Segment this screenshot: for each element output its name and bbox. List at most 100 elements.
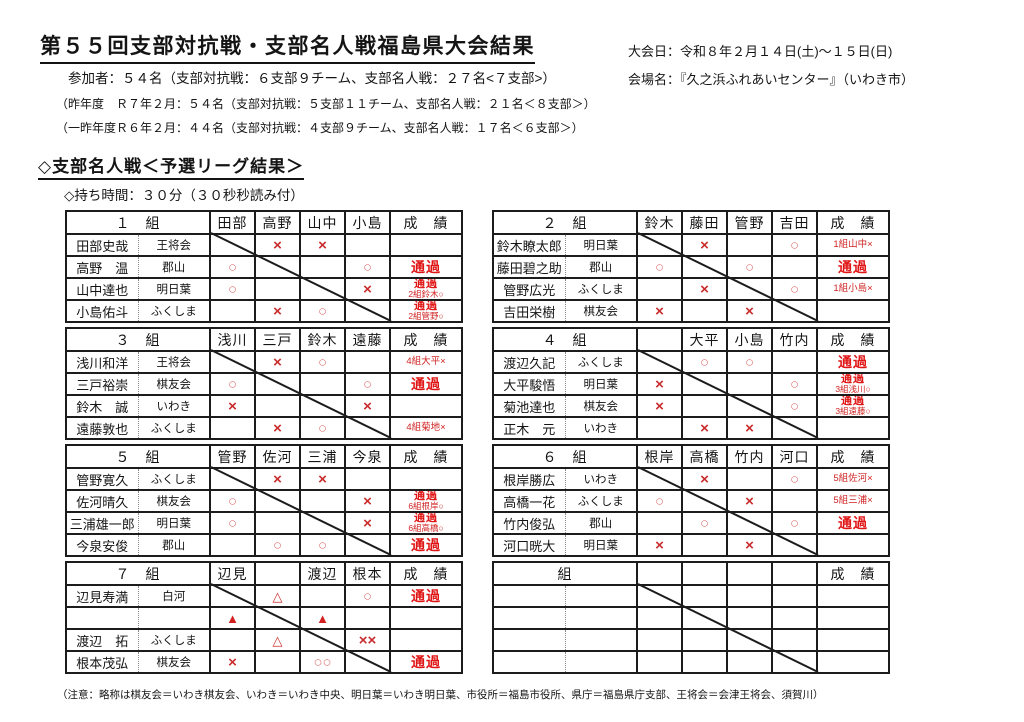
result-cell — [389, 606, 463, 630]
player-name-cell: 正木 元 — [492, 416, 566, 440]
playoff-note: 1組山中× — [833, 239, 873, 250]
branch-cell — [564, 606, 638, 630]
table-row — [492, 606, 890, 630]
playoff-note: 2組鈴木○ — [408, 289, 444, 299]
mark-cell — [681, 628, 728, 652]
pass-label: 通過 — [414, 512, 438, 524]
result-cell: 通過 — [389, 255, 463, 279]
player-name-cell: 高橋一花 — [492, 489, 566, 513]
mark-cell: ○ — [209, 511, 256, 535]
player-name-cell: 藤田碧之助 — [492, 255, 566, 279]
branch-cell: ふくしま — [564, 489, 638, 513]
player-name-cell: 河口晄大 — [492, 533, 566, 557]
result-cell: 5組三浦× — [816, 489, 890, 513]
mark-cell: × — [344, 394, 391, 418]
mark-cell — [726, 511, 773, 535]
mark-cell — [636, 277, 683, 301]
opponent-header — [726, 561, 773, 586]
player-name-cell: 渡辺久記 — [492, 350, 566, 374]
playoff-note: 4組菊地× — [406, 422, 446, 433]
branch-cell: 棋友会 — [564, 394, 638, 418]
mark-cell: × — [636, 299, 683, 323]
branch-cell: 郡山 — [137, 255, 211, 279]
result-cell — [389, 233, 463, 257]
result-header: 成 績 — [816, 444, 890, 469]
mark-cell: ○ — [771, 372, 818, 396]
result-header: 成 績 — [389, 327, 463, 352]
mark-cell — [299, 277, 346, 301]
table-row: 三戸裕崇 棋友会 ○ ○ 通過 — [65, 372, 463, 396]
branch-cell: 明日葉 — [137, 277, 211, 301]
opponent-header — [636, 327, 683, 352]
playoff-note: 5組三浦× — [833, 495, 873, 506]
pass-label: 通過 — [411, 258, 441, 275]
opponent-header: 佐河 — [254, 444, 301, 469]
mark-cell — [209, 350, 256, 374]
branch-cell: 棋友会 — [137, 650, 211, 674]
branch-cell: 棋友会 — [137, 372, 211, 396]
mark-cell — [209, 628, 256, 652]
group-title: ３ 組 — [65, 327, 211, 352]
page-title: 第５５回支部対抗戦・支部名人戦福島県大会結果 — [40, 30, 535, 64]
result-cell — [816, 584, 890, 608]
mark-cell — [209, 467, 256, 491]
player-name-cell: 根岸勝広 — [492, 467, 566, 491]
mark-cell — [681, 489, 728, 513]
player-name-cell — [65, 606, 139, 630]
mark-cell: × — [636, 372, 683, 396]
branch-cell: ふくしま — [137, 628, 211, 652]
branch-cell: 白河 — [137, 584, 211, 608]
mark-cell: × — [254, 350, 301, 374]
opponent-header: 大平 — [681, 327, 728, 352]
branch-cell: ふくしま — [137, 416, 211, 440]
mark-cell — [344, 650, 391, 674]
mark-cell — [636, 467, 683, 491]
table-row: 河口晄大 明日葉 × × — [492, 533, 890, 557]
branch-cell: ふくしま — [564, 350, 638, 374]
opponent-header: 河口 — [771, 444, 818, 469]
branch-cell: ふくしま — [137, 299, 211, 323]
mark-cell: ○ — [209, 489, 256, 513]
mark-cell: × — [254, 233, 301, 257]
group-title: ５ 組 — [65, 444, 211, 469]
pass-label: 通過 — [414, 278, 438, 290]
group-table-7: ７ 組辺見 渡辺 根本成 績辺見寿満 白河 △ ○ 通過 ▲ ▲ 渡辺 拓ふくしま △ ×× 根本茂弘棋… — [65, 561, 463, 674]
mark-cell: ▲ — [209, 606, 256, 630]
opponent-header: 根本 — [344, 561, 391, 586]
opponent-header: 田部 — [209, 210, 256, 235]
table-row: ▲ ▲ — [65, 606, 463, 630]
mark-cell — [771, 650, 818, 674]
table-row — [492, 584, 890, 608]
mark-cell — [636, 606, 683, 630]
mark-cell: × — [209, 650, 256, 674]
mark-cell — [681, 606, 728, 630]
table-row: 大平駿悟 明日葉 × ○ 通過 3組浅川○ — [492, 372, 890, 396]
mark-cell: ○ — [726, 350, 773, 374]
player-name-cell: 三戸裕崇 — [65, 372, 139, 396]
mark-cell — [726, 606, 773, 630]
mark-cell: × — [254, 299, 301, 323]
branch-cell: ふくしま — [564, 277, 638, 301]
mark-cell: × — [209, 394, 256, 418]
mark-cell — [681, 533, 728, 557]
mark-cell: × — [299, 467, 346, 491]
table-row: 管野広光 ふくしま × ○ 1組小島× — [492, 277, 890, 301]
group-table-1: １ 組田部 高野 山中 小島成 績田部史哉 王将会 × × 高野 温郡山 ○ ○ 通過 山中達也 明日葉… — [65, 210, 463, 323]
mark-cell — [299, 511, 346, 535]
playoff-note: 4組大平× — [406, 356, 446, 367]
branch-cell: 棋友会 — [564, 299, 638, 323]
mark-cell: ○ — [771, 394, 818, 418]
player-name-cell: 高野 温 — [65, 255, 139, 279]
branch-cell — [564, 628, 638, 652]
table-row: 鈴木 誠いわき × × — [65, 394, 463, 418]
mark-cell — [209, 584, 256, 608]
player-name-cell: 遠藤敦也 — [65, 416, 139, 440]
result-cell: 通過 2組管野○ — [389, 299, 463, 323]
table-row: 吉田栄樹 棋友会 × × — [492, 299, 890, 323]
mark-cell: × — [681, 467, 728, 491]
group-title: ７ 組 — [65, 561, 211, 586]
mark-cell: ○ — [771, 511, 818, 535]
player-name-cell — [492, 606, 566, 630]
table-row: 浅川和洋 王将会 × ○ 4組大平× — [65, 350, 463, 374]
mark-cell: × — [726, 533, 773, 557]
